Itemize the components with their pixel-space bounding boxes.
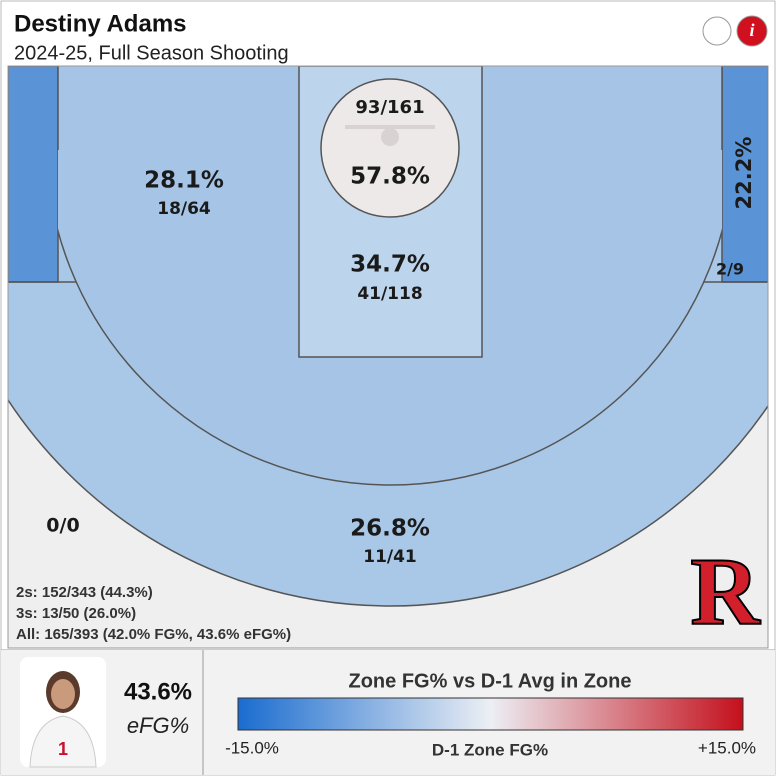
zone-made: 93/161 [355,97,424,118]
summary-line: 2s: 152/343 (44.3%) [16,584,153,601]
svg-text:1: 1 [58,739,68,759]
info-icon: i [749,20,754,40]
rim [381,128,399,146]
color-scale [237,697,744,731]
subtitle: 2024-25, Full Season Shooting [14,42,289,64]
zone-pct: 22.2% [732,137,756,210]
zone-pct: 57.8% [350,164,430,190]
summary-line: 3s: 13/50 (26.0%) [16,605,136,622]
player-photo: 1 [20,657,106,768]
scale-label: D-1 Zone FG% [432,740,548,759]
player-name: Destiny Adams [14,10,187,37]
legend-title: Zone FG% vs D-1 Avg in Zone [349,670,632,692]
court-border [7,65,769,649]
info-button[interactable] [736,15,768,47]
efg-value: 43.6% [124,678,192,705]
zone-made: 18/64 [157,199,211,219]
left-corner [8,66,59,283]
right-corner [721,66,768,283]
court [8,66,768,648]
zone-made: 0/0 [46,515,79,537]
team-logo: R [690,538,761,645]
zone-pct: 26.8% [350,516,430,542]
toggle[interactable] [702,16,732,46]
zone-pct: 34.7% [350,252,430,278]
scale-high: +15.0% [698,738,756,757]
summary-line: All: 165/393 (42.0% FG%, 43.6% eFG%) [16,626,291,643]
efg-label: eFG% [127,713,189,738]
zone-made: 11/41 [363,547,417,567]
zone-made: 2/9 [716,260,744,279]
restricted-area [320,78,460,218]
zone-pct: 28.1% [144,168,224,194]
scale-low: -15.0% [225,738,279,757]
zone-made: 41/118 [357,284,422,304]
